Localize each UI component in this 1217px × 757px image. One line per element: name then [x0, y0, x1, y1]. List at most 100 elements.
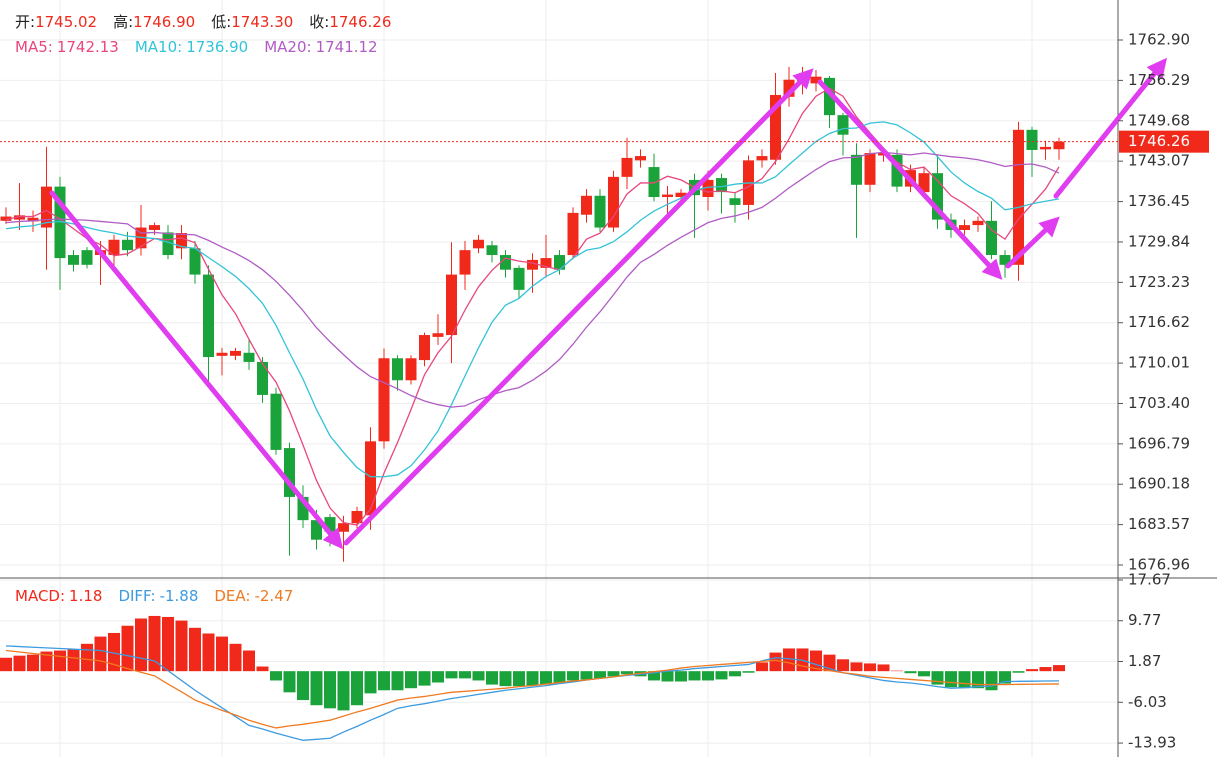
- macd-bar: [769, 652, 782, 672]
- legend-value: 1742.13: [57, 38, 119, 56]
- y-tick-label: -13.93: [1128, 734, 1176, 752]
- candle-body: [473, 239, 484, 249]
- y-tick-label: 1729.84: [1128, 232, 1190, 250]
- candle-body: [297, 496, 309, 521]
- candle-body: [176, 233, 187, 249]
- macd-bar: [891, 670, 903, 672]
- macd-bar: [175, 620, 188, 672]
- candle-body: [1040, 146, 1051, 150]
- legend-value: 1746.26: [329, 13, 391, 31]
- candle-body: [918, 173, 930, 193]
- candle-body: [14, 215, 25, 220]
- legend-label: MA5:: [15, 38, 53, 56]
- macd-bar: [486, 671, 498, 685]
- macd-bar: [445, 671, 458, 679]
- legend-value: 1743.30: [231, 13, 293, 31]
- candle-body: [567, 212, 579, 256]
- legend-label: 开:: [15, 13, 35, 31]
- candle-body: [851, 154, 862, 185]
- candle-body: [999, 255, 1011, 265]
- macd-bar: [918, 671, 930, 677]
- candle-body: [581, 195, 592, 215]
- y-tick-label: 1723.23: [1128, 273, 1190, 291]
- candle-body: [716, 178, 727, 193]
- candle-body: [419, 335, 430, 361]
- legend: MA5: 1742.13 MA10: 1736.90 MA20: 1741.12: [15, 38, 378, 56]
- candle-body: [635, 156, 646, 161]
- legend-label: 低:: [211, 13, 231, 31]
- macd-bar: [729, 671, 741, 677]
- candle-body: [27, 217, 39, 222]
- y-tick-label: 1743.07: [1128, 152, 1190, 170]
- series-line: [5, 649, 1060, 729]
- legend-label: DEA:: [214, 587, 250, 605]
- macd-bar: [648, 671, 660, 681]
- macd-bar: [540, 671, 552, 685]
- macd-bar: [351, 671, 363, 706]
- y-tick-label: 1703.40: [1128, 394, 1190, 412]
- candle-body: [41, 186, 52, 228]
- macd-bar: [742, 671, 755, 673]
- y-tick-label: 1710.01: [1128, 354, 1190, 372]
- macd-bar: [432, 671, 444, 683]
- macd-bar: [607, 671, 620, 677]
- macd-bar: [513, 671, 525, 687]
- candle-body: [662, 194, 673, 198]
- legend-label: 高:: [113, 13, 133, 31]
- macd-bar: [499, 671, 512, 687]
- legend-value: -1.88: [160, 587, 199, 605]
- macd-bar: [783, 648, 795, 672]
- candle-body: [392, 358, 403, 381]
- candle-body: [0, 216, 12, 221]
- candle-body: [648, 167, 660, 198]
- candle-body: [783, 79, 795, 97]
- macd-bar: [877, 664, 890, 672]
- macd-bar: [837, 659, 849, 672]
- candle-body: [1053, 141, 1065, 150]
- macd-bar: [715, 671, 728, 680]
- candle-body: [432, 333, 444, 337]
- candle-body: [351, 510, 363, 524]
- macd-bar: [418, 671, 431, 686]
- legend-value: 1.18: [69, 587, 102, 605]
- macd-bar: [162, 616, 174, 672]
- macd-bar: [864, 663, 876, 672]
- y-tick-label: 1762.90: [1128, 31, 1190, 49]
- candle-body: [405, 358, 417, 381]
- candle-body: [1013, 129, 1024, 265]
- y-tick-label: 1690.18: [1128, 475, 1190, 493]
- macd-bar: [580, 671, 593, 680]
- series-line: [5, 121, 1060, 478]
- macd-bar: [189, 627, 201, 672]
- macd-bar: [675, 671, 687, 682]
- legend-value: 1746.90: [133, 13, 195, 31]
- candle-body: [621, 157, 633, 177]
- candle-body: [189, 248, 201, 275]
- candle-body: [122, 239, 133, 251]
- candle-body: [243, 352, 255, 362]
- last-price-box: [1119, 130, 1209, 153]
- candle-body: [378, 358, 390, 442]
- candle-body: [527, 259, 538, 270]
- macd-bar: [202, 633, 215, 672]
- y-tick-label: 1736.45: [1128, 192, 1190, 210]
- y-tick-label: 1749.68: [1128, 111, 1190, 129]
- legend-value: -2.47: [254, 587, 293, 605]
- candle-body: [365, 441, 376, 516]
- macd-bar: [567, 671, 579, 681]
- macd-bar: [1053, 665, 1065, 672]
- candle-body: [54, 186, 66, 259]
- y-tick-label: 17.67: [1128, 570, 1171, 588]
- y-tick-label: 1696.79: [1128, 434, 1190, 452]
- macd-bar: [594, 671, 606, 679]
- candle-body: [837, 115, 849, 135]
- candle-body: [824, 77, 835, 116]
- trend-arrows: [49, 57, 1168, 550]
- macd-bar: [999, 671, 1011, 684]
- candle-body: [216, 352, 228, 356]
- macd-bar: [216, 636, 228, 672]
- macd-bar: [378, 671, 390, 691]
- macd-bar: [621, 671, 633, 675]
- candle-body: [446, 274, 457, 336]
- macd-bar: [256, 666, 269, 672]
